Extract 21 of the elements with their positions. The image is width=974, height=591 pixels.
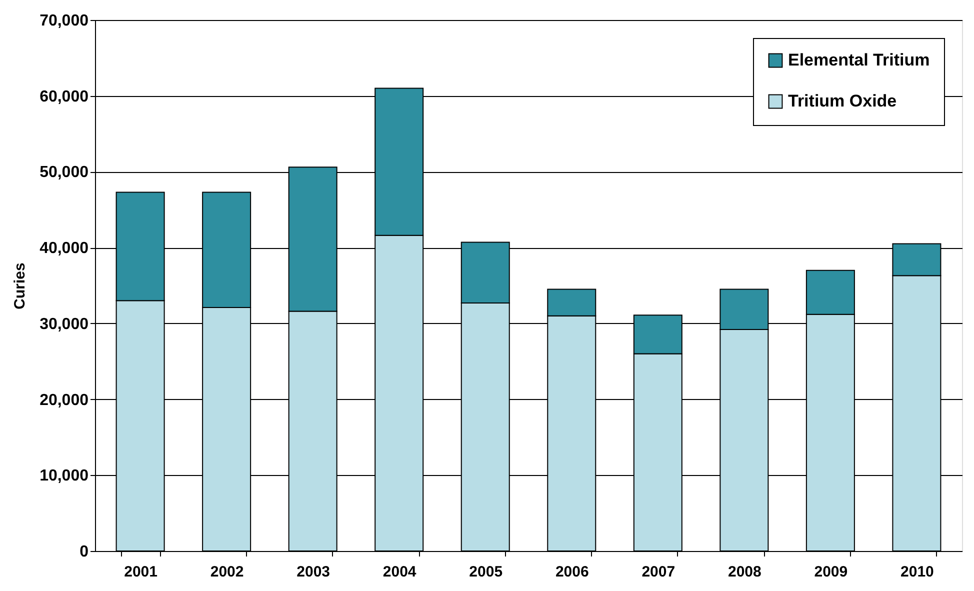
y-tick-label: 0 (80, 544, 89, 560)
x-tick-label: 2006 (555, 564, 589, 580)
x-tick-label: 2008 (728, 564, 762, 580)
x-tick-label: 2001 (124, 564, 158, 580)
y-tick-label: 40,000 (40, 240, 89, 258)
x-tick-label: 2007 (642, 564, 676, 580)
y-tick-label: 20,000 (40, 392, 89, 409)
x-tick-label: 2002 (210, 564, 244, 580)
y-tick-label: 50,000 (40, 164, 89, 182)
y-tick-label: 60,000 (40, 88, 89, 106)
y-tick-label: 70,000 (40, 12, 89, 30)
legend-label: Tritium Oxide (788, 92, 897, 110)
x-tick-label: 2005 (469, 564, 503, 580)
x-tick-label: 2009 (814, 564, 848, 580)
legend-label: Elemental Tritium (788, 50, 930, 70)
y-tick-label: 10,000 (40, 468, 89, 485)
y-tick-label: 30,000 (40, 316, 89, 333)
x-tick-label: 2004 (382, 564, 417, 580)
x-tick-label: 2010 (900, 564, 934, 580)
x-tick-label: 2003 (296, 564, 330, 580)
y-axis-title: Curies (12, 262, 29, 310)
